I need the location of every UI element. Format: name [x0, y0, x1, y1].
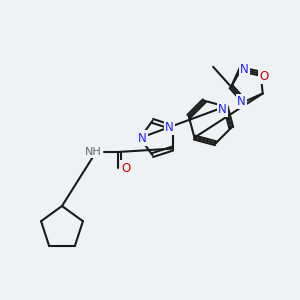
Text: O: O: [122, 161, 130, 175]
Text: N: N: [218, 103, 227, 116]
Text: N: N: [240, 63, 248, 76]
Text: N: N: [237, 95, 246, 108]
Text: NH: NH: [85, 147, 101, 157]
Text: N: N: [165, 121, 174, 134]
Text: N: N: [138, 131, 146, 145]
Text: O: O: [259, 70, 268, 83]
